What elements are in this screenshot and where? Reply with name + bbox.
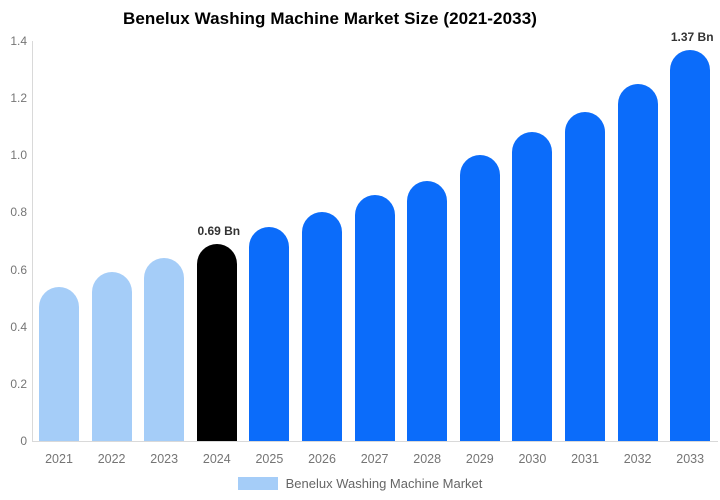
bar-2033[interactable]	[670, 49, 711, 441]
x-tick-label-2028: 2028	[413, 452, 442, 466]
x-tick-label-2030: 2030	[518, 452, 547, 466]
bar-2030[interactable]	[512, 132, 553, 441]
y-axis-line	[32, 41, 33, 441]
bar-2026[interactable]	[302, 212, 342, 441]
y-tick-label-1.4: 1.4	[10, 34, 27, 48]
bar-2031[interactable]	[565, 112, 605, 441]
x-tick-label-2022: 2022	[97, 452, 126, 466]
y-tick-label-0.8: 0.8	[10, 205, 27, 220]
legend-swatch-icon	[237, 477, 278, 490]
x-tick-label-2029: 2029	[465, 452, 494, 466]
bar-2029[interactable]	[459, 155, 500, 441]
x-axis-line	[32, 441, 718, 442]
y-tick-label-1.2: 1.2	[10, 91, 27, 106]
y-tick-label-0.2: 0.2	[10, 376, 27, 391]
bar-2024[interactable]	[196, 243, 237, 441]
y-tick-label-0.4: 0.4	[10, 319, 27, 334]
x-tick-label-2026: 2026	[308, 452, 336, 466]
chart-title: Benelux Washing Machine Market Size (202…	[122, 9, 538, 28]
bar-2021[interactable]	[39, 286, 79, 441]
x-tick-label-2025: 2025	[255, 452, 284, 466]
y-tick-label-1.0: 1.0	[10, 148, 27, 163]
bar-value-label-2024: 0.69 Bn	[197, 223, 241, 238]
y-tick-label-0: 0	[20, 434, 27, 448]
x-tick-label-2033: 2033	[676, 452, 705, 466]
x-tick-label-2024: 2024	[202, 452, 231, 466]
bar-value-label-2033: 1.37 Bn	[670, 29, 714, 44]
x-tick-label-2027: 2027	[360, 452, 389, 466]
x-tick-label-2023: 2023	[150, 452, 179, 466]
bar-2025[interactable]	[249, 226, 290, 441]
bar-2028[interactable]	[407, 181, 448, 441]
bar-2023[interactable]	[144, 258, 185, 441]
y-tick-label-0.6: 0.6	[10, 262, 27, 277]
bar-2022[interactable]	[91, 272, 132, 441]
x-tick-label-2031: 2031	[571, 452, 599, 466]
x-tick-label-2021: 2021	[45, 452, 73, 466]
legend-item[interactable]: Benelux Washing Machine Market	[0, 476, 720, 491]
bar-2027[interactable]	[354, 195, 395, 441]
legend-label: Benelux Washing Machine Market	[285, 476, 483, 491]
bar-2032[interactable]	[617, 83, 658, 441]
x-tick-label-2032: 2032	[623, 452, 652, 466]
